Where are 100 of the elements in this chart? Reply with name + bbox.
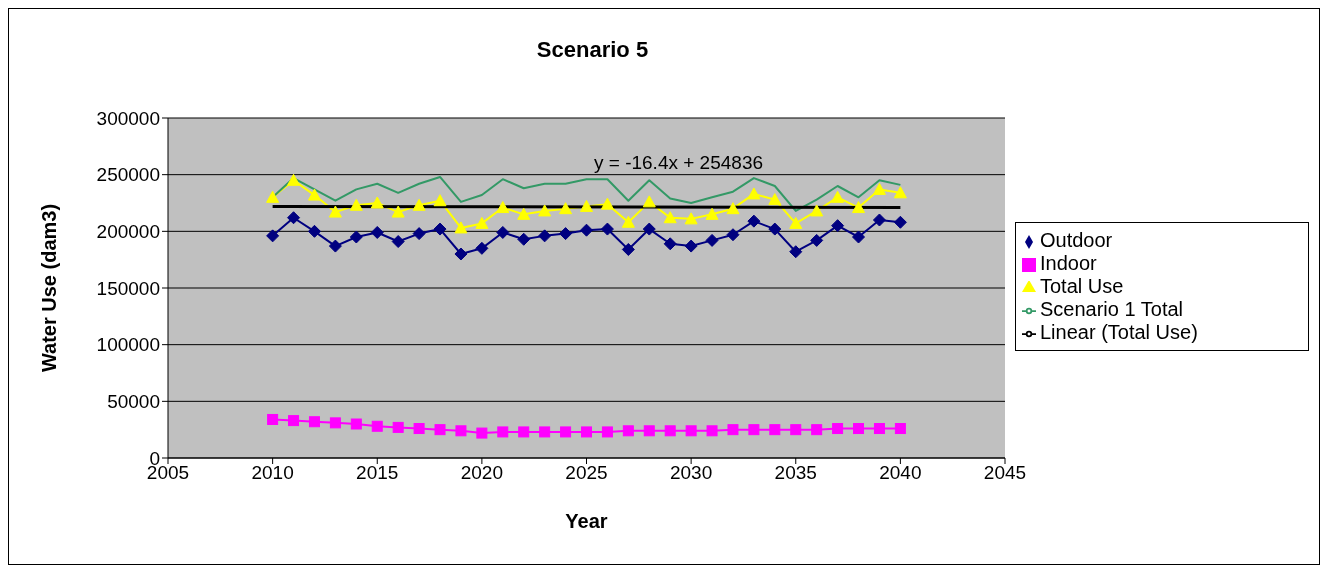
point <box>496 201 510 214</box>
legend-label: Scenario 1 Total <box>1040 298 1184 320</box>
point <box>872 213 886 227</box>
point <box>705 233 719 247</box>
y-tick-label: 250000 <box>96 164 160 186</box>
y-axis-title: Water Use (dam3) <box>38 203 61 373</box>
chart-title: Scenario 5 <box>535 37 650 63</box>
point <box>726 228 740 242</box>
y-tick-label: 50000 <box>107 391 160 413</box>
legend-label: Outdoor <box>1040 229 1113 251</box>
point <box>559 202 573 215</box>
legend-label: Indoor <box>1040 252 1097 274</box>
point <box>307 188 321 201</box>
point <box>518 426 530 438</box>
point <box>350 418 362 430</box>
point <box>267 413 279 425</box>
point <box>601 426 613 438</box>
point <box>726 202 740 215</box>
point <box>475 216 489 229</box>
point <box>370 225 384 239</box>
point <box>517 232 531 246</box>
x-tick-label: 2010 <box>251 462 294 484</box>
point <box>433 222 447 236</box>
y-tick-label: 150000 <box>96 277 160 299</box>
point <box>789 245 803 259</box>
point <box>706 425 718 437</box>
y-tick-label: 100000 <box>96 334 160 356</box>
point <box>811 424 823 436</box>
point <box>433 194 447 207</box>
point <box>769 424 781 436</box>
point <box>454 247 468 261</box>
point <box>642 195 656 208</box>
point <box>560 426 572 438</box>
legend-label: Total Use <box>1040 275 1124 297</box>
point <box>288 415 300 427</box>
point <box>643 425 655 437</box>
point <box>308 416 320 428</box>
point <box>391 205 405 218</box>
point <box>539 426 551 438</box>
point <box>664 425 676 437</box>
point <box>559 227 573 241</box>
point <box>768 193 782 206</box>
x-tick-label: 2015 <box>356 462 399 484</box>
x-tick-label: 2025 <box>565 462 608 484</box>
point <box>768 222 782 236</box>
point <box>852 201 866 214</box>
point <box>600 197 614 210</box>
point <box>538 204 552 217</box>
point <box>454 221 468 234</box>
point <box>894 423 906 435</box>
point <box>412 198 426 211</box>
point <box>496 225 510 239</box>
point <box>893 186 907 199</box>
point <box>810 233 824 247</box>
point <box>852 230 866 244</box>
y-tick-label: 300000 <box>96 107 160 129</box>
point <box>287 173 301 186</box>
point <box>893 215 907 229</box>
annotation: y = -16.4x + 254836 <box>594 152 764 174</box>
point <box>832 423 844 435</box>
x-tick-label: 2045 <box>983 462 1027 484</box>
point <box>853 423 865 435</box>
point <box>266 229 280 243</box>
point <box>517 207 531 220</box>
point <box>349 198 363 211</box>
point <box>497 426 509 438</box>
point <box>831 190 845 203</box>
point <box>727 424 739 436</box>
point <box>287 211 301 225</box>
point <box>412 227 426 241</box>
point <box>266 190 280 203</box>
point <box>810 204 824 217</box>
point <box>434 424 446 436</box>
point <box>392 421 404 433</box>
x-axis-title: Year <box>565 510 608 532</box>
point <box>790 424 802 436</box>
point <box>748 424 760 436</box>
point <box>476 427 488 439</box>
point <box>685 425 697 437</box>
point <box>684 239 698 253</box>
y-tick-label: 200000 <box>96 221 160 243</box>
point <box>642 222 656 236</box>
point <box>663 211 677 224</box>
point <box>328 239 342 253</box>
point <box>475 241 489 255</box>
point <box>391 235 405 249</box>
point <box>789 216 803 229</box>
point <box>684 212 698 225</box>
point <box>371 420 383 432</box>
x-tick-label: 2035 <box>774 462 817 484</box>
point <box>621 215 635 228</box>
point <box>747 214 761 228</box>
x-tick-label: 2040 <box>879 462 922 484</box>
point <box>621 242 635 256</box>
legend-label: Linear (Total Use) <box>1040 321 1198 343</box>
point <box>581 426 592 438</box>
point <box>873 423 885 435</box>
x-tick-label: 2020 <box>460 462 504 484</box>
point <box>538 229 552 243</box>
point <box>455 425 467 437</box>
